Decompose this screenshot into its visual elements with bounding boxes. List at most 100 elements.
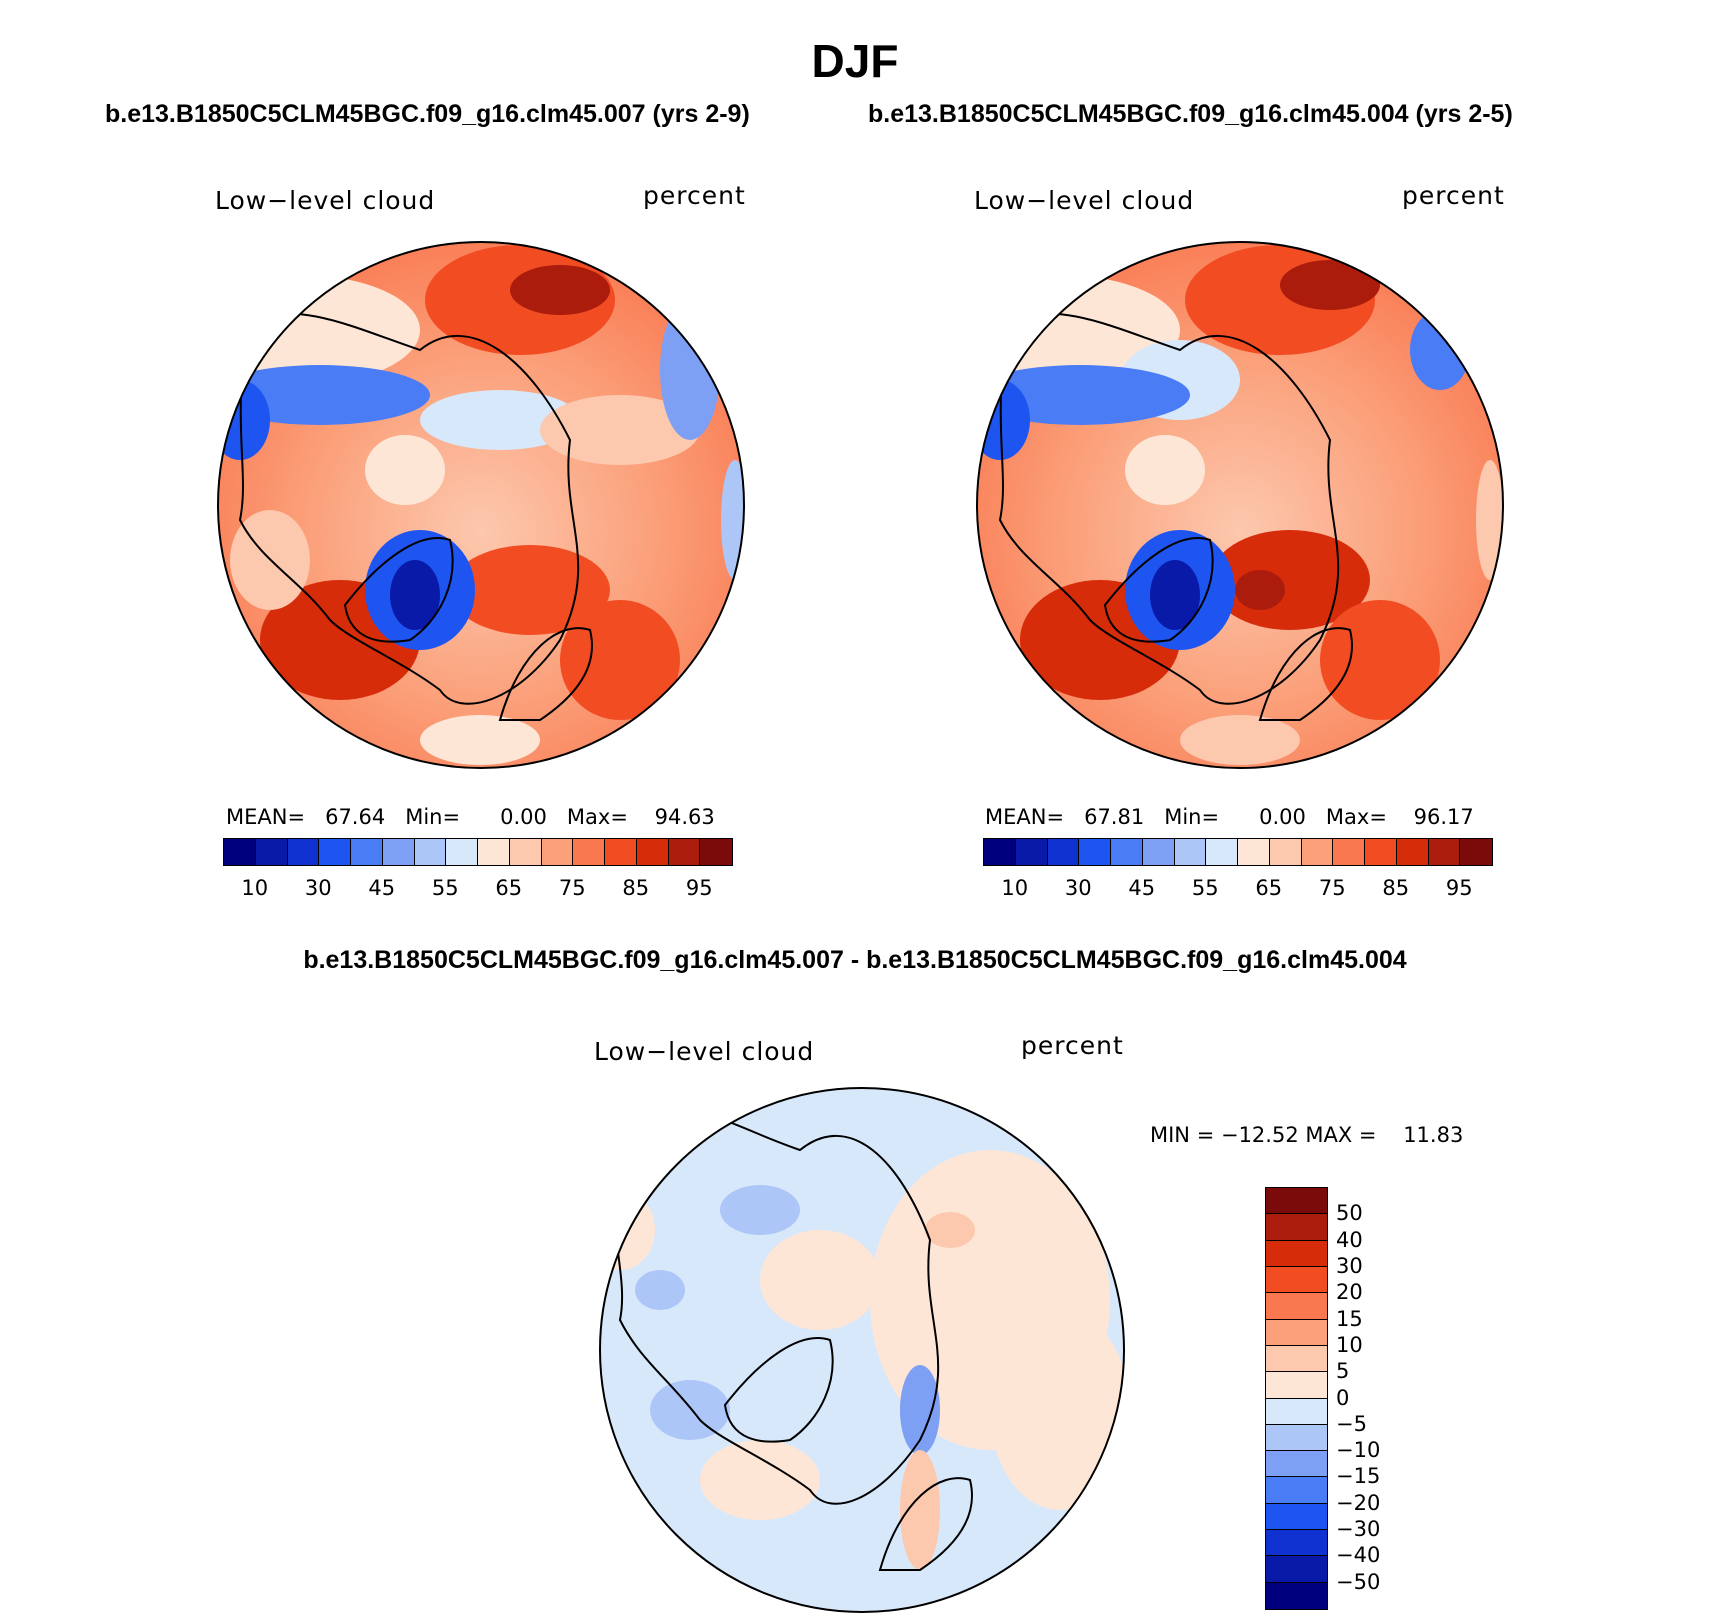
colorbar-case2-box — [1015, 839, 1048, 865]
colorbar-case1-box — [573, 839, 605, 865]
season-title: DJF — [811, 35, 899, 87]
colorbar-difference-tick-label: −5 — [1336, 1411, 1367, 1436]
colorbar-difference-tick-label: −40 — [1336, 1543, 1381, 1568]
colorbar-difference-box — [1266, 1372, 1327, 1399]
colorbar-case2-tick-label: 30 — [1064, 876, 1092, 900]
colorbar-case2-box — [1396, 839, 1429, 865]
map-border — [599, 1087, 1125, 1613]
colorbar-difference-tick-label: 5 — [1336, 1359, 1350, 1384]
colorbar-case1-tick-label: 45 — [368, 876, 396, 900]
colorbar-labels-difference: 50 40 30 20 15 10 5 0 −5 −10 −15 −20 −30 −40 −50 — [1336, 1187, 1416, 1608]
colorbar-difference-box — [1266, 1214, 1327, 1241]
colorbar-case2-tick-label: 45 — [1128, 876, 1156, 900]
colorbar-difference-tick-label: 30 — [1336, 1253, 1363, 1278]
colorbar-case1-tick-label: 95 — [685, 876, 713, 900]
colorbar-difference — [1265, 1187, 1328, 1610]
colorbar-labels-case1: 10 30 45 55 65 75 85 95 — [223, 876, 731, 902]
colorbar-case2-tick-label: 10 — [1001, 876, 1029, 900]
colorbar-difference-tick-label: 20 — [1336, 1280, 1363, 1305]
colorbar-case1-box — [351, 839, 383, 865]
colorbar-difference-tick-label: −50 — [1336, 1569, 1381, 1594]
colorbar-difference-tick-label: −10 — [1336, 1438, 1381, 1463]
stats-line: MEAN= 67.64 Min= 0.00 Max= 94.63 — [226, 805, 715, 829]
map-field-background — [218, 242, 744, 768]
colorbar-difference-box — [1266, 1424, 1327, 1452]
colorbar-difference-tick-label: 40 — [1336, 1227, 1363, 1252]
variable-label: Low−level cloud — [215, 186, 436, 215]
colorbar-case1-box — [478, 839, 510, 865]
colorbar-case1-box — [605, 839, 637, 865]
colorbar-case2-tick-label: 75 — [1318, 876, 1346, 900]
colorbar-case2-box — [1238, 839, 1270, 865]
colorbar-case2-box — [1142, 839, 1175, 865]
colorbar-case1-box — [224, 839, 256, 865]
colorbar-case2-box — [1079, 839, 1111, 865]
colorbar-case2-tick-label: 65 — [1255, 876, 1283, 900]
difference-title: b.e13.B1850C5CLM45BGC.f09_g16.clm45.007 … — [303, 946, 1407, 974]
colorbar-case2-box — [1206, 839, 1238, 865]
colorbar-case1-tick-label: 30 — [304, 876, 332, 900]
colorbar-case1-box — [668, 839, 701, 865]
colorbar-case1-box — [446, 839, 478, 865]
map-field-background — [977, 242, 1503, 768]
colorbar-difference-box — [1266, 1582, 1327, 1609]
colorbar-case2-box — [1301, 839, 1334, 865]
colorbar-case1-box — [255, 839, 288, 865]
colorbar-difference-box — [1266, 1556, 1327, 1583]
colorbar-case1-tick-label: 55 — [431, 876, 459, 900]
colorbar-difference-box — [1266, 1319, 1327, 1346]
case1-title: b.e13.B1850C5CLM45BGC.f09_g16.clm45.007 … — [105, 100, 750, 128]
colorbar-difference-box — [1266, 1530, 1327, 1557]
colorbar-difference-tick-label: −20 — [1336, 1490, 1381, 1515]
colorbar-difference-tick-label: 50 — [1336, 1201, 1363, 1226]
colorbar-difference-box — [1266, 1503, 1327, 1531]
variable-label: Low−level cloud — [594, 1037, 815, 1066]
colorbar-case2-box — [1047, 839, 1080, 865]
colorbar-case2-tick-label: 95 — [1445, 876, 1473, 900]
colorbar-difference-box — [1266, 1345, 1327, 1373]
colorbar-difference-tick-label: 10 — [1336, 1332, 1363, 1357]
units-label: percent — [643, 181, 746, 210]
units-label: percent — [1402, 181, 1505, 210]
colorbar-difference-box — [1266, 1266, 1327, 1294]
colorbar-difference-tick-label: 15 — [1336, 1306, 1363, 1331]
colorbar-case2-box — [1174, 839, 1207, 865]
colorbar-case1-tick-label: 85 — [622, 876, 650, 900]
colorbar-case1-box — [414, 839, 447, 865]
colorbar-difference-tick-label: 0 — [1336, 1385, 1350, 1410]
units-label: percent — [1021, 1031, 1124, 1060]
case2-title: b.e13.B1850C5CLM45BGC.f09_g16.clm45.004 … — [868, 100, 1513, 128]
colorbar-difference-tick-label: −30 — [1336, 1517, 1381, 1542]
colorbar-case1-box — [636, 839, 669, 865]
colorbar-labels-case2: 10 30 45 55 65 75 85 95 — [983, 876, 1491, 902]
stats-line: MEAN= 67.81 Min= 0.00 Max= 96.17 — [985, 805, 1474, 829]
colorbar-case1-box — [700, 839, 732, 865]
map-border — [217, 241, 745, 769]
variable-label: Low−level cloud — [974, 186, 1195, 215]
colorbar-case2-box — [1460, 839, 1492, 865]
colorbar-difference-box — [1266, 1188, 1327, 1215]
colorbar-case1-box — [541, 839, 574, 865]
colorbar-case2-tick-label: 85 — [1382, 876, 1410, 900]
colorbar-case2-box — [1333, 839, 1365, 865]
colorbar-difference-tick-label: −15 — [1336, 1464, 1381, 1489]
colorbar-case2-box — [1365, 839, 1397, 865]
stats-line: MIN = −12.52 MAX = 11.83 — [1150, 1123, 1464, 1147]
colorbar-case1-tick-label: 65 — [495, 876, 523, 900]
colorbar-difference-box — [1266, 1293, 1327, 1320]
colorbar-difference-box — [1266, 1477, 1327, 1504]
colorbar-difference-box — [1266, 1398, 1327, 1425]
colorbar-case2-box — [984, 839, 1016, 865]
colorbar-case1-box — [319, 839, 351, 865]
map-border — [976, 241, 1504, 769]
colorbar-case2-box — [1111, 839, 1143, 865]
colorbar-difference-box — [1266, 1451, 1327, 1478]
colorbar-case1 — [223, 838, 733, 866]
colorbar-case2-tick-label: 55 — [1191, 876, 1219, 900]
colorbar-case1-box — [287, 839, 320, 865]
colorbar-case1-box — [382, 839, 415, 865]
colorbar-case2-box — [1269, 839, 1302, 865]
colorbar-case2 — [983, 838, 1493, 866]
colorbar-case1-tick-label: 75 — [558, 876, 586, 900]
